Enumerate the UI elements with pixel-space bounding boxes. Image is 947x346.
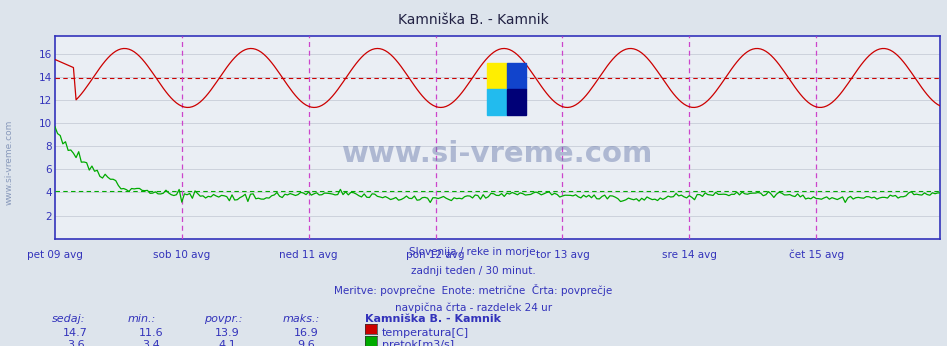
Text: 16.9: 16.9 bbox=[294, 328, 318, 338]
Text: www.si-vreme.com: www.si-vreme.com bbox=[342, 140, 653, 168]
Text: 13.9: 13.9 bbox=[215, 328, 240, 338]
Text: sedaj:: sedaj: bbox=[52, 314, 85, 324]
Text: 3.6: 3.6 bbox=[67, 340, 84, 346]
Text: pretok[m3/s]: pretok[m3/s] bbox=[382, 340, 454, 346]
Bar bbox=[507, 63, 526, 89]
Text: Meritve: povprečne  Enote: metrične  Črta: povprečje: Meritve: povprečne Enote: metrične Črta:… bbox=[334, 284, 613, 296]
Text: sre 14 avg: sre 14 avg bbox=[662, 250, 717, 260]
Text: ned 11 avg: ned 11 avg bbox=[279, 250, 338, 260]
Text: maks.:: maks.: bbox=[282, 314, 319, 324]
Bar bbox=[487, 89, 507, 115]
Text: temperatura[C]: temperatura[C] bbox=[382, 328, 469, 338]
Text: 3.4: 3.4 bbox=[143, 340, 160, 346]
Text: zadnji teden / 30 minut.: zadnji teden / 30 minut. bbox=[411, 266, 536, 276]
Text: Kamniška B. - Kamnik: Kamniška B. - Kamnik bbox=[365, 314, 501, 324]
Text: čet 15 avg: čet 15 avg bbox=[789, 250, 844, 260]
Text: Slovenija / reke in morje.: Slovenija / reke in morje. bbox=[408, 247, 539, 257]
Text: 14.7: 14.7 bbox=[63, 328, 88, 338]
Text: pet 09 avg: pet 09 avg bbox=[27, 250, 83, 260]
Text: www.si-vreme.com: www.si-vreme.com bbox=[5, 120, 14, 205]
Text: sob 10 avg: sob 10 avg bbox=[153, 250, 210, 260]
Text: pon 12 avg: pon 12 avg bbox=[406, 250, 465, 260]
Bar bbox=[487, 63, 507, 89]
Text: povpr.:: povpr.: bbox=[204, 314, 242, 324]
Text: tor 13 avg: tor 13 avg bbox=[536, 250, 589, 260]
Text: 4.1: 4.1 bbox=[219, 340, 236, 346]
Text: navpična črta - razdelek 24 ur: navpična črta - razdelek 24 ur bbox=[395, 302, 552, 313]
Text: 9.6: 9.6 bbox=[297, 340, 314, 346]
Bar bbox=[507, 89, 526, 115]
Text: 11.6: 11.6 bbox=[139, 328, 164, 338]
Text: min.:: min.: bbox=[128, 314, 156, 324]
Text: Kamniška B. - Kamnik: Kamniška B. - Kamnik bbox=[398, 13, 549, 27]
